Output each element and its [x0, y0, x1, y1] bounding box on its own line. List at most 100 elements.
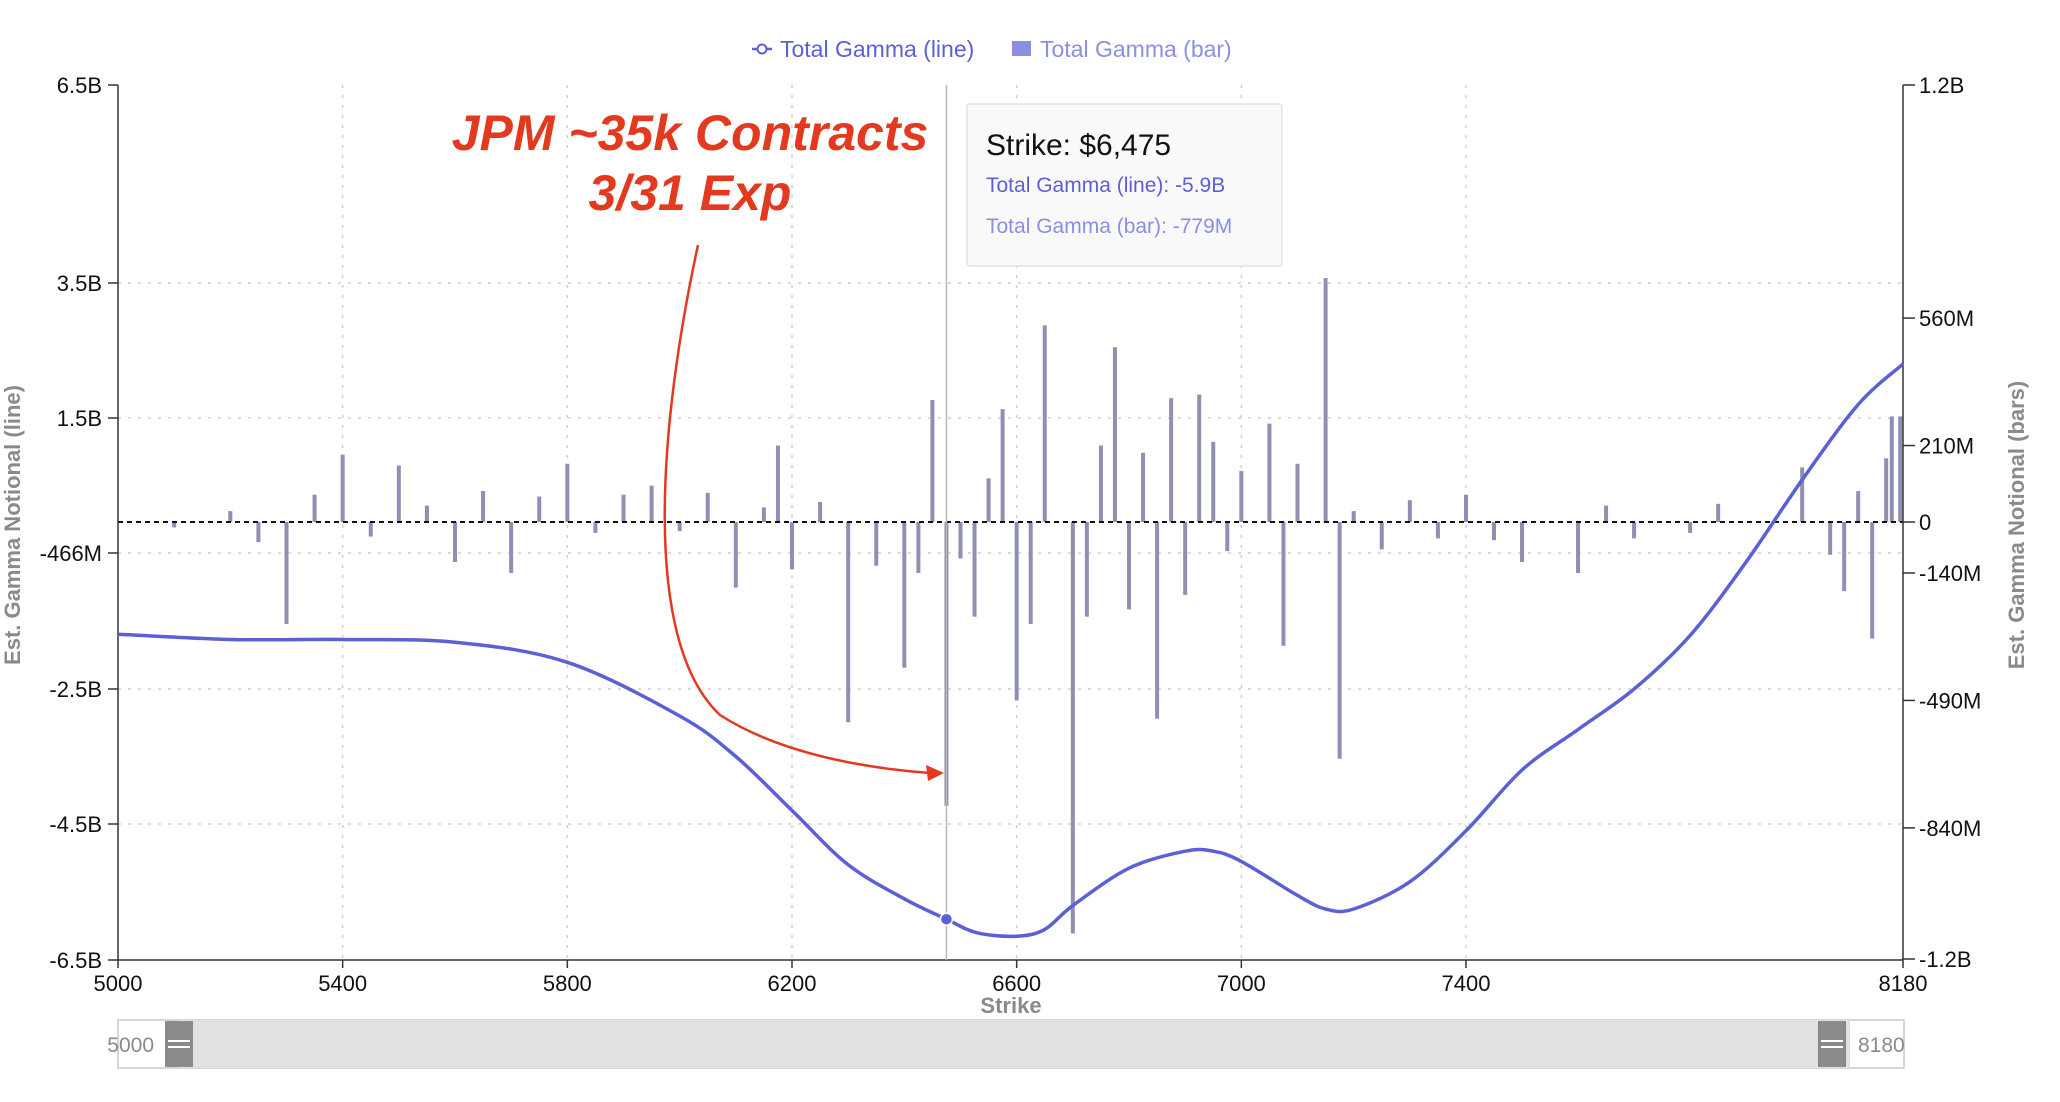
bar[interactable] [1197, 394, 1202, 522]
bar[interactable] [312, 494, 317, 522]
bar[interactable] [1604, 505, 1609, 522]
bar[interactable] [1084, 522, 1089, 617]
slider-selection[interactable] [180, 1020, 1850, 1068]
bar[interactable] [1632, 522, 1637, 539]
bar[interactable] [1337, 522, 1342, 759]
legend-item-line[interactable]: Total Gamma (line) [752, 36, 974, 62]
bar[interactable] [1267, 423, 1272, 522]
bar[interactable] [846, 522, 851, 723]
annotation-arrow [663, 244, 931, 775]
bar[interactable] [1098, 445, 1103, 522]
bar[interactable] [1351, 511, 1356, 522]
bar[interactable] [1828, 522, 1833, 555]
bar[interactable] [916, 522, 921, 573]
bar[interactable] [1070, 522, 1075, 934]
bar[interactable] [509, 522, 514, 573]
legend-bar-label: Total Gamma (bar) [1040, 36, 1232, 62]
legend-item-bar[interactable]: Total Gamma (bar) [1012, 36, 1232, 62]
bar[interactable] [1014, 522, 1019, 701]
bar[interactable] [1379, 522, 1384, 550]
legend[interactable]: Total Gamma (line) Total Gamma (bar) [752, 36, 1232, 62]
y-right-tick-label: -140M [1919, 561, 1981, 586]
bar[interactable] [1155, 522, 1160, 719]
bar[interactable] [1141, 452, 1146, 522]
bar[interactable] [1800, 467, 1805, 522]
slider-handle-right[interactable] [1818, 1021, 1846, 1067]
highlight-point[interactable] [939, 912, 954, 926]
bar[interactable] [958, 522, 963, 559]
x-tick-label: 6600 [992, 971, 1041, 996]
bar[interactable] [1239, 471, 1244, 522]
bar[interactable] [972, 522, 977, 617]
bar[interactable] [1295, 463, 1300, 522]
bar[interactable] [621, 494, 626, 522]
x-tick-label: 5000 [94, 971, 143, 996]
bar[interactable] [284, 522, 289, 624]
line-series[interactable] [117, 362, 1905, 939]
bar[interactable] [368, 522, 373, 537]
y-left-tick-label: 3.5B [57, 271, 102, 296]
bar[interactable] [453, 522, 457, 563]
y-right-tick-label: -840M [1919, 816, 1981, 841]
slider-handle-right-grip[interactable] [1818, 1021, 1846, 1067]
bar[interactable] [1464, 494, 1468, 522]
bar[interactable] [424, 505, 429, 522]
x-tick-label: 6200 [768, 971, 817, 996]
y-axis-left-title: Est. Gamma Notional (line) [0, 385, 25, 665]
annotation-line-2: 3/31 Exp [589, 165, 792, 221]
bar[interactable] [256, 522, 261, 543]
bar[interactable] [1435, 522, 1440, 539]
bar[interactable] [1889, 416, 1894, 522]
bar[interactable] [902, 522, 907, 668]
bar[interactable] [1000, 409, 1005, 522]
bar[interactable] [1028, 522, 1033, 624]
bar[interactable] [1211, 441, 1216, 522]
slider-handle-left-grip[interactable] [165, 1021, 193, 1067]
bar[interactable] [1127, 522, 1131, 610]
bar[interactable] [396, 465, 401, 522]
bar[interactable] [481, 491, 486, 522]
bar[interactable] [818, 501, 823, 522]
bar[interactable] [1323, 278, 1328, 522]
bar[interactable] [1492, 522, 1497, 541]
bar[interactable] [228, 511, 233, 522]
bar[interactable] [1884, 458, 1889, 522]
slider-handle-left[interactable] [165, 1021, 193, 1067]
bar[interactable] [1225, 522, 1230, 552]
bar[interactable] [537, 496, 542, 522]
bar[interactable] [733, 522, 738, 588]
bar[interactable] [1688, 522, 1693, 533]
bar[interactable] [340, 454, 345, 522]
bar[interactable] [1576, 522, 1581, 573]
bar[interactable] [761, 507, 766, 522]
bar[interactable] [874, 522, 879, 566]
legend-line-label: Total Gamma (line) [780, 36, 974, 62]
bar[interactable] [649, 485, 654, 522]
bar[interactable] [1112, 347, 1117, 522]
bar[interactable] [1520, 522, 1525, 563]
bar-series[interactable] [172, 278, 1903, 934]
x-tick-label: 5400 [318, 971, 367, 996]
bar[interactable] [593, 522, 598, 533]
bar[interactable] [705, 492, 710, 522]
bar[interactable] [1716, 503, 1721, 522]
bar[interactable] [1407, 500, 1412, 522]
bar[interactable] [1870, 522, 1875, 639]
bar[interactable] [565, 463, 570, 522]
x-tick-label: 5800 [543, 971, 592, 996]
bar[interactable] [1842, 522, 1847, 592]
bar[interactable] [1169, 398, 1174, 522]
bar[interactable] [1183, 522, 1188, 595]
bar[interactable] [930, 400, 935, 522]
range-slider[interactable]: 5000 8180 [107, 1019, 1905, 1069]
bar[interactable] [790, 522, 794, 570]
bar[interactable] [1898, 416, 1903, 522]
bar[interactable] [677, 522, 682, 532]
bar[interactable] [1856, 491, 1861, 522]
gamma-line[interactable] [117, 362, 1905, 939]
bar[interactable] [775, 445, 780, 522]
bar[interactable] [1281, 522, 1286, 646]
bar[interactable] [986, 478, 991, 522]
bar[interactable] [172, 522, 177, 528]
bar[interactable] [1042, 325, 1047, 522]
